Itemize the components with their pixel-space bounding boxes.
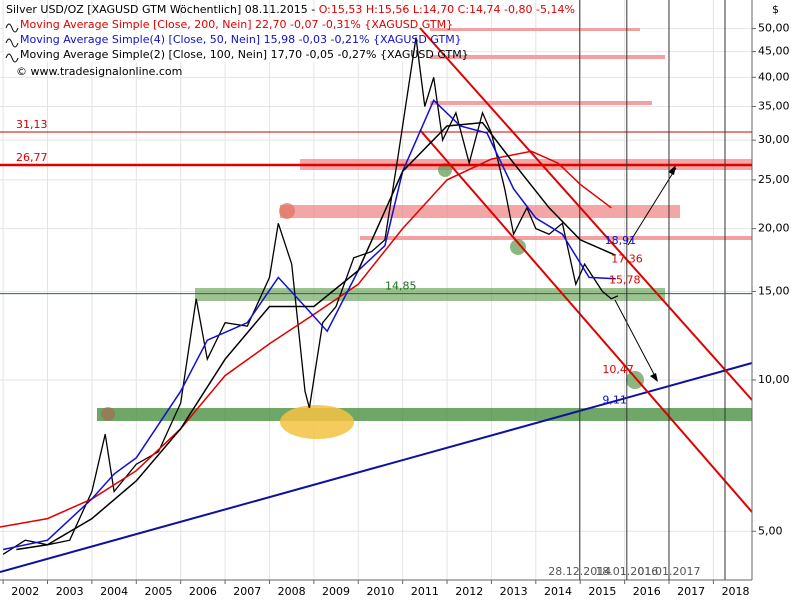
arrow-head xyxy=(668,165,676,175)
x-tick-label: 2004 xyxy=(100,585,128,598)
x-tick-label: 2003 xyxy=(56,585,84,598)
y-tick-label: 20,00 xyxy=(758,222,790,235)
title: Silver USD/OZ [XAGUSD GTM Wöchentlich] 0… xyxy=(6,3,315,16)
marker xyxy=(279,203,295,219)
x-tick-label: 2015 xyxy=(588,585,616,598)
moving-average xyxy=(2,99,616,551)
x-tick-label: 2017 xyxy=(677,585,705,598)
x-tick-label: 2013 xyxy=(500,585,528,598)
y-tick-label: 35,00 xyxy=(758,99,790,112)
legend-bg xyxy=(4,18,408,32)
x-tick-label: 2007 xyxy=(233,585,261,598)
arrow xyxy=(627,167,677,246)
legend-icon xyxy=(5,23,19,33)
resistance-zone xyxy=(280,205,680,218)
drawings xyxy=(0,0,753,581)
x-tick-label: 2005 xyxy=(144,585,172,598)
x-tick-label: 2012 xyxy=(455,585,483,598)
moving-average xyxy=(0,150,612,528)
annotation: 18,91 xyxy=(605,234,637,247)
resistance-zone xyxy=(430,28,640,31)
arrow xyxy=(614,299,657,379)
legend-icon xyxy=(5,53,19,63)
y-tick-label: 25,00 xyxy=(758,173,790,186)
support-zone xyxy=(97,408,752,421)
legend-entry: Moving Average Simple [Close, 200, Nein]… xyxy=(20,18,453,31)
x-tick-label: 2018 xyxy=(722,585,750,598)
resistance-zone xyxy=(430,55,665,59)
level-label: 26,77 xyxy=(16,151,48,164)
marker xyxy=(510,239,526,255)
annotation: 15,78 xyxy=(609,273,641,286)
x-tick-label: 2008 xyxy=(278,585,306,598)
marker xyxy=(101,407,115,421)
x-tick-label: 2016 xyxy=(633,585,661,598)
credit: © www.tradesignalonline.com xyxy=(16,65,182,78)
legend-entry: Moving Average Simple(2) [Close, 100, Ne… xyxy=(20,48,469,61)
y-tick-label: 30,00 xyxy=(758,133,790,146)
legend-entry: Moving Average Simple(4) [Close, 50, Nei… xyxy=(20,33,462,46)
x-tick-label: 2011 xyxy=(411,585,439,598)
annotation: 9,11 xyxy=(602,393,627,406)
chart-title: Silver USD/OZ [XAGUSD GTM Wöchentlich] 0… xyxy=(6,3,575,16)
support-zone xyxy=(195,288,665,301)
channel-line xyxy=(419,129,753,513)
y-tick-label: 15,00 xyxy=(758,284,790,297)
highlight xyxy=(280,405,354,439)
y-tick-label: 5,00 xyxy=(758,524,783,537)
legend-bg xyxy=(4,33,408,47)
x-tick-label: 2006 xyxy=(189,585,217,598)
resistance-zone xyxy=(430,101,652,105)
arrow-head xyxy=(650,373,658,382)
moving-average xyxy=(16,121,617,551)
price-line xyxy=(2,37,619,555)
annotation: 17,36 xyxy=(611,253,643,266)
x-tick-label: 2009 xyxy=(322,585,350,598)
x-tick-label: 2010 xyxy=(366,585,394,598)
quote: O:15,53 H:15,56 L:14,70 C:14,74 -0,80 -5… xyxy=(319,3,575,16)
marker xyxy=(626,371,644,389)
y-tick-label: 45,00 xyxy=(758,45,790,58)
y-tick-label: 40,00 xyxy=(758,70,790,83)
y-tick-label: 50,00 xyxy=(758,22,790,35)
date-label: 01.01.2017 xyxy=(637,565,700,578)
y-axis-label: $ xyxy=(772,3,779,16)
x-tick-label: 2002 xyxy=(11,585,39,598)
date-label: 18.01.2016 xyxy=(595,565,658,578)
legend-bg xyxy=(4,48,408,62)
level-label: 31,13 xyxy=(16,118,48,131)
y-tick-label: 10,00 xyxy=(758,373,790,386)
channel-line xyxy=(419,27,753,401)
legend-icon xyxy=(5,38,19,48)
resistance-zone xyxy=(360,236,752,240)
level-label: 14,85 xyxy=(385,280,417,293)
marker xyxy=(438,163,452,177)
annotation: 10,47 xyxy=(602,363,634,376)
x-tick-label: 2014 xyxy=(544,585,572,598)
date-label: 28.12.2014 xyxy=(548,565,611,578)
